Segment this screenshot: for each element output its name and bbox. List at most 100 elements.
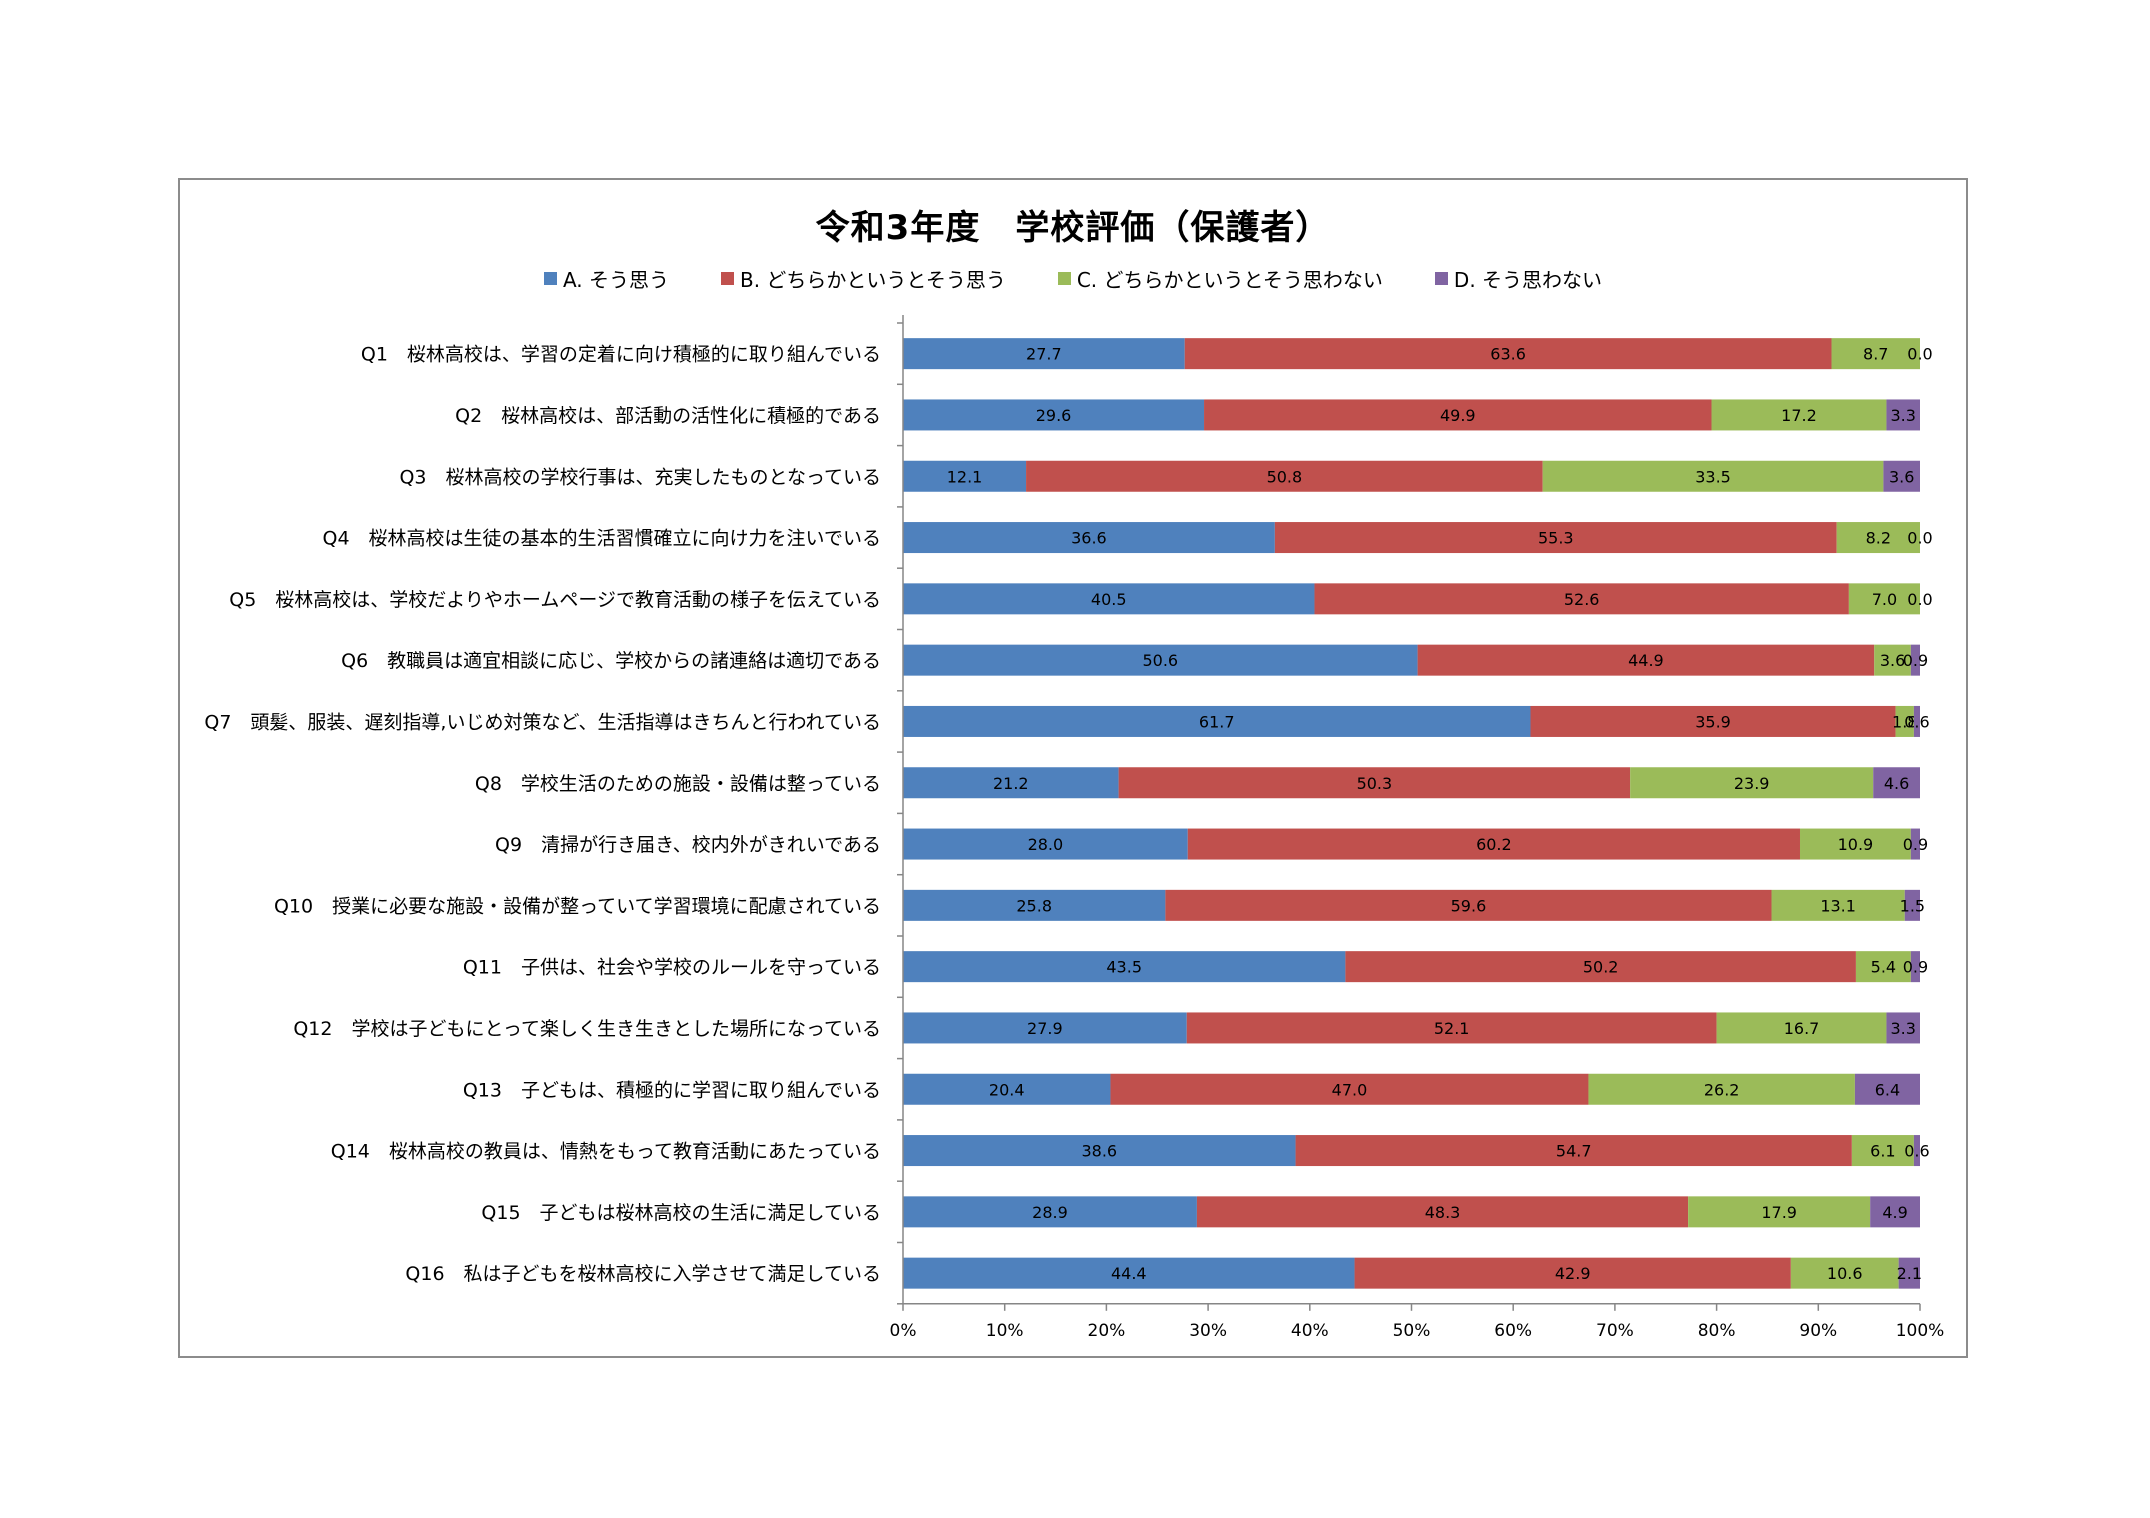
x-tick-label: 30% [1189,1321,1227,1341]
bar-segment [1688,1196,1871,1228]
x-tick-label: 20% [1088,1321,1126,1341]
legend-item-d: D. そう思わない [1434,264,1602,293]
data-label: 10.6 [1827,1264,1863,1283]
bar-segment [1314,583,1849,615]
legend-label-b: B. どちらかというとそう思う [739,268,1006,292]
bar-segment [903,644,1418,676]
x-tick-label: 70% [1596,1321,1634,1341]
data-label: 7.0 [1872,590,1897,609]
bar-segment [903,1012,1187,1044]
category-label: Q6 教職員は適宜相談に応じ、学校からの諸連絡は適切である [341,650,881,672]
bar-segment [1026,460,1543,492]
bar-segment [1913,1135,1920,1167]
bar-segment [903,951,1346,983]
bar-segment [1910,951,1920,983]
legend-label-c: C. どちらかというとそう思わない [1076,268,1383,292]
legend-item-b: B. どちらかというとそう思う [720,264,1006,293]
data-label: 0.6 [1904,712,1929,731]
bar-segment [1196,1196,1689,1228]
category-label: Q15 子どもは桜林高校の生活に満足している [481,1202,881,1224]
data-label: 27.7 [1026,345,1062,364]
category-label: Q3 桜林高校の学校行事は、充実したものとなっている [399,466,881,488]
bar-segment [903,460,1027,492]
bar-segment [1831,338,1920,370]
category-label: Q1 桜林高校は、学習の定着に向け積極的に取り組んでいる [361,344,881,366]
data-label: 0.9 [1903,958,1928,977]
data-label: 0.9 [1903,835,1928,854]
bar-segment [903,828,1188,860]
data-label: 13.1 [1820,896,1856,915]
bar-segment [1184,338,1832,370]
category-label: Q7 頭髪、服装、遅刻指導,いじめ対策など、生活指導はきちんと行われている [204,711,881,733]
category-label: Q12 学校は子どもにとって楽しく生き生きとした場所になっている [293,1018,881,1040]
data-label: 50.6 [1142,651,1178,670]
chart-title: 令和3年度 学校評価（保護者） [815,208,1331,248]
data-label: 1.8 [1892,712,1917,731]
bar-segment [903,1135,1296,1167]
data-label: 35.9 [1695,712,1731,731]
data-label: 16.7 [1784,1019,1820,1038]
bar-segment [1204,399,1712,431]
data-label: 38.6 [1081,1142,1117,1161]
data-label: 0.0 [1907,590,1932,609]
bar-segment [1854,1073,1920,1105]
bar-segment [1530,705,1896,737]
data-label: 50.2 [1583,958,1619,977]
x-tick-label: 40% [1291,1321,1329,1341]
data-label: 10.9 [1838,835,1874,854]
legend-swatch-b [720,272,734,285]
data-label: 3.3 [1890,406,1915,425]
category-label: Q14 桜林高校の教員は、情熱をもって教育活動にあたっている [331,1141,881,1163]
data-label: 63.6 [1490,345,1526,364]
legend-item-a: A. そう思う [543,264,669,293]
data-label: 50.8 [1267,467,1303,486]
data-label: 43.5 [1106,958,1142,977]
x-tick-label: 100% [1896,1321,1945,1341]
bar-segment [903,583,1315,615]
data-label: 6.4 [1875,1080,1900,1099]
legend-label-a: A. そう思う [562,268,669,292]
bar-segment [1799,828,1911,860]
chart-frame: 令和3年度 学校評価（保護者） A. そう思う B. どちらかというとそう思う … [178,178,1968,1358]
data-label: 26.2 [1704,1080,1740,1099]
data-label: 4.9 [1882,1203,1907,1222]
bar-segment [1187,828,1800,860]
data-label: 0.9 [1903,651,1928,670]
bar-segment [1874,644,1911,676]
bar-segment [1904,889,1920,921]
data-label: 4.6 [1884,774,1909,793]
legend-swatch-c [1057,272,1071,285]
data-label: 28.9 [1032,1203,1068,1222]
bar-segment [1630,767,1874,799]
bar-segment [1542,460,1884,492]
bar-segment [1898,1257,1920,1289]
bar-segment [1886,399,1920,431]
data-label: 47.0 [1332,1080,1368,1099]
bar-segment [1895,705,1914,737]
data-label: 52.6 [1564,590,1600,609]
data-label: 40.5 [1091,590,1127,609]
category-label: Q11 子供は、社会や学校のルールを守っている [463,957,881,979]
data-label: 0.0 [1907,529,1932,548]
data-label: 21.2 [993,774,1029,793]
data-label: 17.2 [1781,406,1817,425]
data-label: 5.4 [1871,958,1896,977]
data-label: 6.1 [1870,1142,1895,1161]
category-label: Q4 桜林高校は生徒の基本的生活習慣確立に向け力を注いでいる [323,528,881,550]
legend-item-c: C. どちらかというとそう思わない [1057,264,1383,293]
bar-segment [903,767,1119,799]
data-label: 17.9 [1761,1203,1797,1222]
data-label: 48.3 [1425,1203,1461,1222]
bar-segment [1910,828,1920,860]
bar-segment [1295,1135,1852,1167]
bar-segment [1165,889,1772,921]
data-label: 12.1 [947,467,983,486]
data-label: 44.4 [1111,1264,1147,1283]
data-label: 36.6 [1071,529,1107,548]
bar-segment [903,1196,1197,1228]
bar-segment [903,522,1275,554]
legend-swatch-d [1434,272,1448,285]
data-label: 60.2 [1476,835,1512,854]
bar-segment [1345,951,1856,983]
category-label: Q9 清掃が行き届き、校内外がきれいである [495,834,881,856]
